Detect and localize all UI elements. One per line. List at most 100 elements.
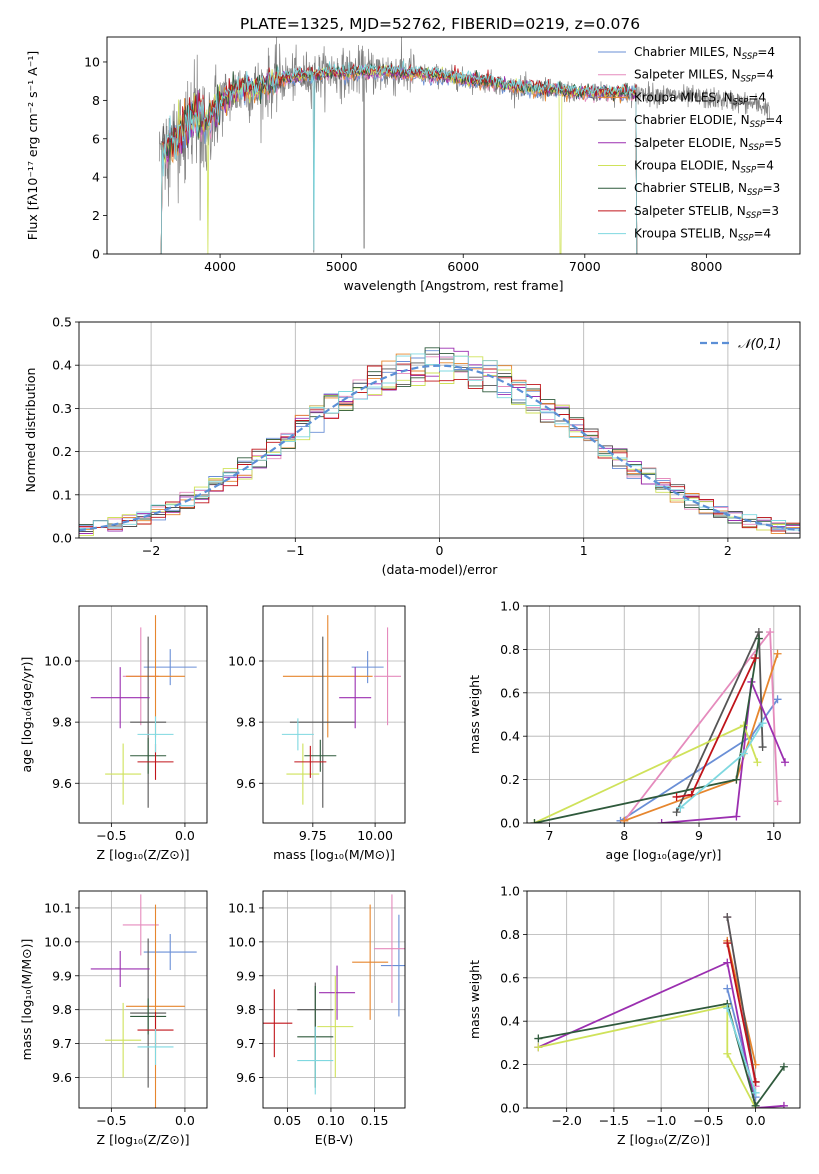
weight-marker: [723, 1049, 732, 1058]
weight-marker: [534, 1034, 543, 1043]
weight-marker: [534, 1043, 543, 1052]
y-tick-label: 9.6: [236, 1070, 256, 1085]
plot-area: [530, 628, 790, 823]
plot-area: [90, 615, 197, 808]
weight-marker: [723, 913, 732, 922]
axes-frame: [526, 890, 801, 1109]
x-axis-label: (data-model)/error: [382, 562, 499, 577]
x-tick-label: 1: [580, 543, 588, 558]
legend-subscript: SSP: [747, 188, 763, 198]
legend-text: Salpeter MILES, N: [634, 68, 741, 82]
legend-subscript: SSP: [738, 234, 754, 244]
legend-text: Chabrier MILES, N: [634, 45, 742, 59]
y-tick-label: 9.9: [236, 968, 256, 983]
x-tick-label: −1.5: [599, 1113, 629, 1128]
y-tick-label: 1.0: [500, 884, 520, 899]
legend-subscript: SSP: [750, 120, 766, 130]
weight-line-chabrier-stelib: [534, 638, 760, 823]
panel-mass-vs-Z: −0.5 0.0 9.6 9.7 9.8 9.9 10.0 10.1 Z [log₁₀(Z/Z⊙…: [19, 890, 208, 1147]
legend-entry: Chabrier STELIB, NSSP=3: [634, 181, 780, 198]
x-tick-label: 6000: [447, 259, 479, 274]
y-tick-label: 2: [92, 208, 100, 223]
y-axis-label: mass [log₁₀(M/M⊙)]: [19, 939, 34, 1061]
legend-subscript: SSP: [741, 166, 757, 176]
y-tick-label: 0.6: [500, 970, 520, 985]
weight-marker: [672, 808, 681, 817]
legend-text: Chabrier ELODIE, N: [634, 113, 750, 127]
x-tick-label: 10: [766, 828, 782, 843]
y-tick-label: 0.2: [52, 444, 72, 459]
weight-marker: [751, 1077, 760, 1086]
weight-marker: [723, 958, 732, 967]
figure-title: PLATE=1325, MJD=52762, FIBERID=0219, z=0…: [240, 15, 640, 33]
legend-entry: Salpeter ELODIE, NSSP=5: [634, 136, 782, 153]
weight-marker: [758, 743, 767, 752]
y-tick-label: 0.2: [500, 772, 520, 787]
x-tick-label: 7: [545, 828, 553, 843]
axes: −2.0 −1.5 −1.0 −0.5 0.0 0.0 0.2 0.4 0.6 0.8 1.0 Z […: [467, 884, 801, 1147]
normal-curve: [79, 364, 800, 532]
legend-entry: Chabrier ELODIE, NSSP=4: [634, 113, 783, 130]
y-tick-label: 1.0: [500, 599, 520, 614]
legend-entry: Kroupa ELODIE, NSSP=4: [634, 159, 774, 176]
y-tick-label: 0.3: [52, 401, 72, 416]
weight-line-salpeter-elodie: [537, 961, 784, 1108]
x-tick-label: 2: [724, 543, 732, 558]
legend-count: =3: [763, 181, 781, 195]
y-tick-label: 10: [84, 54, 100, 69]
weight-marker: [773, 797, 782, 806]
grid: [79, 606, 207, 823]
axes-frame: [78, 605, 208, 824]
x-tick-label: −0.5: [96, 1113, 126, 1128]
x-tick-label: 0.0: [175, 828, 195, 843]
legend-count: =4: [757, 45, 775, 59]
legend-count: =4: [756, 68, 774, 82]
y-tick-label: 10.1: [228, 900, 256, 915]
legend-count: =4: [756, 159, 774, 173]
x-tick-label: 9.75: [299, 828, 327, 843]
weight-marker: [751, 1101, 760, 1108]
y-tick-label: 0.8: [500, 927, 520, 942]
weight-marker: [773, 649, 782, 658]
y-axis-label: Flux [fλ10⁻¹⁷ erg cm⁻² s⁻¹ A⁻¹]: [25, 51, 40, 240]
y-tick-label: 6: [92, 131, 100, 146]
panel-age-vs-mass: 9.75 10.00 9.6 9.8 10.0 mass [log₁₀(M/M⊙)]: [228, 605, 406, 862]
axes: 9.75 10.00 9.6 9.8 10.0 mass [log₁₀(M/M⊙)]: [228, 605, 406, 862]
weight-line-chabrier-stelib: [538, 1002, 785, 1108]
x-tick-label: −1: [286, 543, 304, 558]
weight-line-kroupa-elodie: [538, 1004, 757, 1108]
y-tick-label: 9.8: [236, 1002, 256, 1017]
histogram-kroupa-elodie: [79, 355, 800, 537]
x-tick-label: −1.0: [646, 1113, 676, 1128]
x-axis-label: mass [log₁₀(M/M⊙)]: [273, 847, 395, 862]
weight-marker: [723, 939, 732, 948]
panel-mass-vs-ebv: 0.05 0.10 0.15 9.6 9.7 9.8 9.9 10.0 10.1 E(B-V): [228, 890, 406, 1147]
axes: −2 −1 0 1 2 0.0 0.1 0.2 0.3 0.4 0.5 (data-model)/er…: [23, 315, 801, 577]
weight-line-kroupa-stelib: [726, 1007, 757, 1094]
y-tick-label: 0.1: [52, 487, 72, 502]
y-tick-label: 0.2: [500, 1057, 520, 1072]
y-tick-label: 9.8: [236, 715, 256, 730]
y-tick-label: 0.0: [52, 531, 72, 546]
y-tick-label: 0.4: [500, 729, 520, 744]
axes: 4000 5000 6000 7000 8000 0 2 4 6 8 10 wavelength [A…: [25, 36, 801, 293]
y-tick-label: 0: [92, 247, 100, 262]
weight-marker: [676, 803, 685, 812]
y-tick-label: 10.1: [44, 900, 72, 915]
weight-line-kroupa-elodie: [534, 724, 759, 823]
y-tick-label: 9.6: [236, 776, 256, 791]
legend-text: Salpeter STELIB, N: [634, 204, 746, 218]
panel-age-vs-Z: −0.5 0.0 9.6 9.8 10.0 Z [log₁₀(Z/Z⊙)] age [log…: [19, 605, 208, 862]
plot-area: [534, 913, 788, 1108]
weight-marker: [732, 775, 741, 784]
y-tick-label: 9.8: [52, 715, 72, 730]
legend-entry: Kroupa MILES, NSSP=4: [634, 90, 766, 107]
histogram-salpeter-stelib: [79, 363, 800, 532]
panel-weight-vs-age: 7 8 9 10 0.0 0.2 0.4 0.6 0.8 1.0 age [log₁₀(age/yr…: [467, 599, 801, 862]
grid: [527, 890, 800, 1109]
weight-marker: [779, 1062, 788, 1071]
panel-weight-vs-Z: −2.0 −1.5 −1.0 −0.5 0.0 0.0 0.2 0.4 0.6 0.8 1.0 Z […: [467, 884, 801, 1147]
